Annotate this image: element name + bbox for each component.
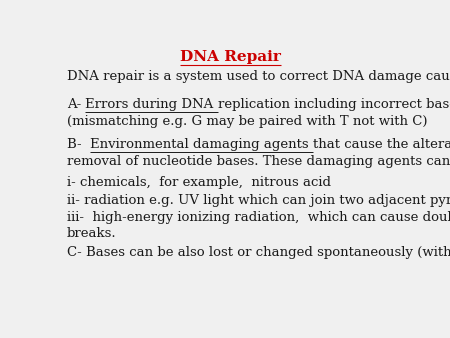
Text: B-: B- [67,138,90,151]
Text: removal of nucleotide bases. These damaging agents can be either:: removal of nucleotide bases. These damag… [67,154,450,168]
Text: Errors during DNA: Errors during DNA [85,98,218,111]
Text: (mismatching e.g. G may be paired with T not with C): (mismatching e.g. G may be paired with T… [67,115,427,128]
Text: A-: A- [67,98,85,111]
Text: that cause the alteration or: that cause the alteration or [313,138,450,151]
Text: i- chemicals,  for example,  nitrous acid: i- chemicals, for example, nitrous acid [67,176,331,189]
Text: iii-  high-energy ionizing radiation,  which can cause double-strand: iii- high-energy ionizing radiation, whi… [67,211,450,224]
Text: DNA repair is a system used to correct DNA damage caused by either:: DNA repair is a system used to correct D… [67,70,450,83]
Text: Environmental damaging agents: Environmental damaging agents [90,138,313,151]
Text: C- Bases can be also lost or changed spontaneously (without cause): C- Bases can be also lost or changed spo… [67,246,450,259]
Text: ii- radiation e.g. UV light which can join two adjacent pyrimidines: ii- radiation e.g. UV light which can jo… [67,194,450,207]
Text: DNA Repair: DNA Repair [180,50,281,64]
Text: breaks.: breaks. [67,227,117,240]
Text: replication including incorrect base-pairing: replication including incorrect base-pai… [218,98,450,111]
